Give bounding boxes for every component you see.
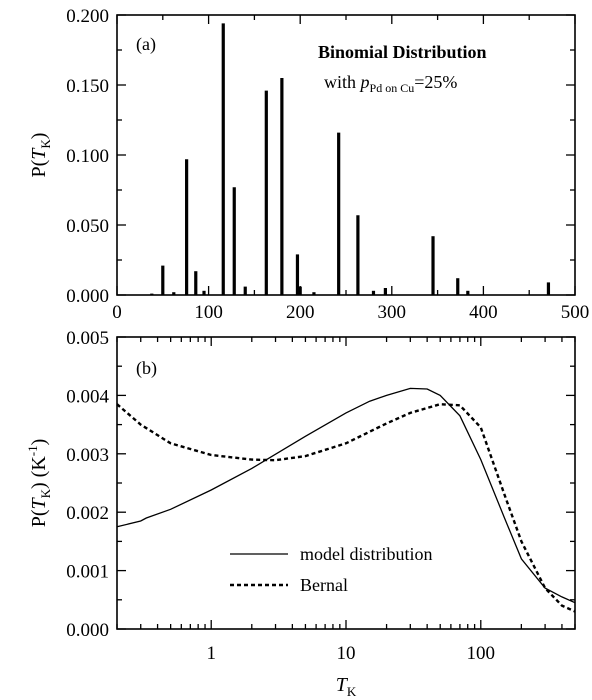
y-tick-label-b-4: 0.004 [66,386,109,407]
y-tick-label-a-2: 0.100 [66,146,109,167]
y-tick-label-b-0: 0.000 [66,620,109,641]
panel-b-frame [116,336,576,630]
y-tick-label-b-1: 0.001 [66,562,109,583]
series-line-bernal [116,402,576,613]
legend-label-bernal: Bernal [300,575,348,595]
annotation-parameter: with pPd on Cu=25% [324,72,457,95]
y-tick-label-a-3: 0.150 [66,76,109,97]
x-tick-label-b-0: 1 [206,643,216,664]
panel-b-y-axis-title: P(TK) (K-1) [25,439,53,528]
panel-b-ticks: 1 10 100 0.000 0.001 0.002 0.003 0.004 0.005 [66,328,576,664]
panel-a-bars [150,23,551,295]
legend: model distribution Bernal [230,544,433,595]
y-tick-label-b-2: 0.002 [66,503,109,524]
x-tick-label-a-2: 200 [286,302,315,323]
panel-a-y-axis-title: P(TK) [28,133,53,178]
x-tick-label-a-4: 400 [469,302,498,323]
panel-a-frame [116,14,576,296]
y-tick-label-b-3: 0.003 [66,445,109,466]
y-tick-label-a-0: 0.000 [66,286,109,307]
y-tick-label-a-4: 0.200 [66,6,109,27]
panel-a-tag: (a) [136,34,156,55]
legend-label-model: model distribution [300,544,433,564]
y-tick-label-b-5: 0.005 [66,328,109,349]
annotation-p-value: =25% [414,72,457,92]
panel-a: 0 100 200 300 400 500 0.000 0.050 0.100 0.150 0.20… [28,6,589,323]
y-tick-label-a-1: 0.050 [66,216,109,237]
x-tick-label-a-3: 300 [378,302,407,323]
x-tick-label-a-1: 100 [194,302,223,323]
annotation-p-subscript: Pd on Cu [370,81,415,95]
panel-b-x-axis-title: TK [336,674,357,699]
panel-b: 1 10 100 0.000 0.001 0.002 0.003 0.004 0.005 (b)… [25,328,576,699]
panel-b-tag: (b) [136,358,157,379]
x-tick-label-a-5: 500 [561,302,590,323]
x-tick-label-b-2: 100 [467,643,496,664]
annotation-title: Binomial Distribution [318,42,487,62]
series-line-model [116,387,576,604]
x-tick-label-b-1: 10 [337,643,356,664]
annotation-with: with [324,72,361,92]
panel-b-lines [116,387,576,613]
annotation-p: p [359,72,370,92]
x-tick-label-a-0: 0 [112,302,122,323]
